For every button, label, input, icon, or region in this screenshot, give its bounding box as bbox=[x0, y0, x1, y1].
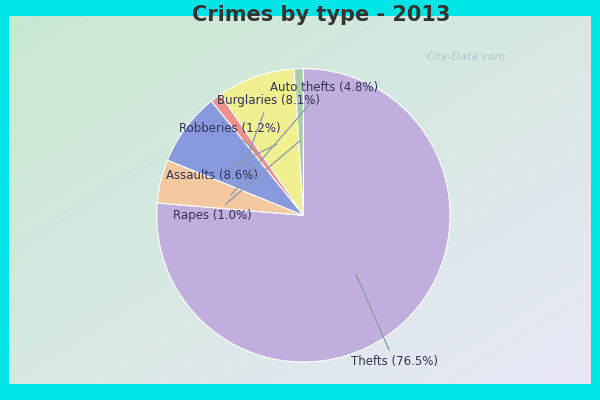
Wedge shape bbox=[157, 69, 450, 362]
Title: Crimes by type - 2013: Crimes by type - 2013 bbox=[192, 5, 450, 25]
Text: Burglaries (8.1%): Burglaries (8.1%) bbox=[217, 94, 320, 166]
Wedge shape bbox=[211, 94, 304, 215]
Wedge shape bbox=[167, 101, 304, 215]
Text: Auto thefts (4.8%): Auto thefts (4.8%) bbox=[231, 81, 378, 195]
Wedge shape bbox=[294, 69, 304, 215]
Text: Rapes (1.0%): Rapes (1.0%) bbox=[173, 141, 300, 222]
Wedge shape bbox=[220, 69, 304, 215]
Text: City-Data.com: City-Data.com bbox=[426, 52, 506, 62]
Wedge shape bbox=[157, 160, 304, 215]
Text: Assaults (8.6%): Assaults (8.6%) bbox=[166, 144, 277, 182]
Text: Thefts (76.5%): Thefts (76.5%) bbox=[351, 274, 438, 368]
Text: Robberies (1.2%): Robberies (1.2%) bbox=[179, 122, 281, 152]
